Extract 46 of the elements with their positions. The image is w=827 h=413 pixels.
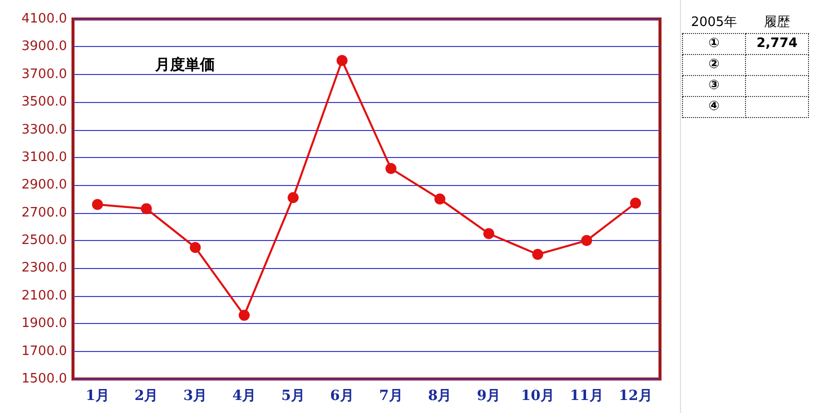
y-tick-label: 4100.0 [22, 12, 67, 26]
y-tick-label: 3900.0 [22, 39, 67, 54]
y-tick-label: 3100.0 [22, 150, 67, 165]
y-tick-label: 3500.0 [22, 94, 67, 110]
x-tick-label: 2月 [134, 388, 158, 404]
y-tick-label: 2100.0 [22, 288, 67, 304]
x-tick-label: 4月 [232, 388, 256, 404]
point [532, 248, 544, 260]
y-tick-label: 1700.0 [22, 344, 67, 359]
x-tick-label: 1月 [86, 388, 110, 404]
text: 2,774 [746, 33, 808, 54]
x-tick-label: 12月 [618, 388, 652, 404]
y-tick-label: 3700.0 [22, 66, 67, 82]
text: ① [682, 33, 746, 54]
y-tick-label: 2900.0 [22, 178, 67, 193]
x-tick-label: 8月 [428, 388, 452, 404]
point [238, 310, 250, 321]
x-tick-label: 9月 [476, 388, 501, 404]
x-tick-label: 11月 [570, 388, 604, 404]
point [140, 203, 152, 214]
point [92, 199, 103, 210]
x-tick-label: 10月 [520, 388, 554, 404]
point [434, 194, 446, 204]
point [288, 192, 299, 204]
y-tick-label: 1500.0 [22, 372, 67, 386]
y-tick-label: 2700.0 [22, 205, 67, 220]
x-tick-label: 5月 [281, 388, 305, 404]
text: 2005年 [690, 14, 738, 32]
point [581, 235, 592, 246]
y-tick-label: 1900.0 [22, 316, 67, 332]
text: ③ [682, 75, 746, 96]
point [483, 228, 494, 240]
point [336, 55, 348, 66]
x-tick-label: 3月 [183, 388, 208, 404]
y-tick-label: 2300.0 [22, 260, 67, 276]
y-tick-label: 3300.0 [22, 122, 67, 138]
point [385, 163, 396, 174]
text: 履歴 [763, 14, 791, 32]
text: ② [682, 54, 746, 75]
y-tick-label: 2500.0 [22, 233, 67, 248]
point [190, 242, 201, 253]
x-tick-label: 7月 [379, 388, 403, 404]
point [630, 198, 642, 209]
text: ④ [682, 96, 746, 117]
x-tick-label: 6月 [330, 388, 354, 404]
text: 月度単価 [154, 56, 215, 74]
